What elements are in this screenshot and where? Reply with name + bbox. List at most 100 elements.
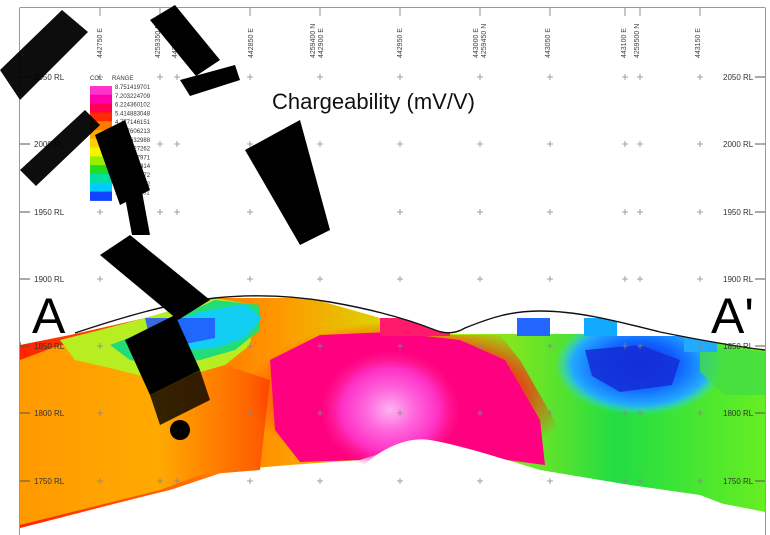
top-label: 4259400 N <box>310 24 317 58</box>
rl-label: 2000 RL <box>723 140 754 149</box>
grid-cross <box>637 343 643 349</box>
grid-cross <box>397 410 403 416</box>
grid-cross <box>174 74 180 80</box>
grid-cross <box>97 209 103 215</box>
grid-cross <box>622 74 628 80</box>
grid-cross <box>477 478 483 484</box>
grid-cross <box>622 478 628 484</box>
top-label: 4259350 N <box>155 24 162 58</box>
grid-cross <box>697 209 703 215</box>
top-label: 442950 E <box>397 28 404 58</box>
rl-label: 1950 RL <box>34 208 65 217</box>
grid-cross <box>697 74 703 80</box>
grid-cross <box>247 209 253 215</box>
grid-cross <box>174 209 180 215</box>
rl-labels-right: 2050 RL 2000 RL 1950 RL 1900 RL 1850 RL … <box>723 73 765 486</box>
grid-cross <box>697 141 703 147</box>
legend-swatch <box>90 94 112 105</box>
section-end-label: A' <box>711 288 754 344</box>
legend-header-col: COL <box>90 76 103 82</box>
rl-label: 1750 RL <box>723 477 754 486</box>
grid-cross <box>697 410 703 416</box>
rl-label: 1850 RL <box>34 342 65 351</box>
legend-swatch <box>90 191 112 201</box>
grid-cross <box>397 74 403 80</box>
grid-cross <box>247 276 253 282</box>
rl-label: 2050 RL <box>34 73 65 82</box>
legend-swatch <box>90 121 112 131</box>
top-label: 4259450 N <box>481 24 488 58</box>
grid-cross <box>247 343 253 349</box>
watermark <box>0 5 330 440</box>
grid-cross <box>317 478 323 484</box>
legend-value: 5.414883048 <box>115 111 151 117</box>
grid-cross <box>174 478 180 484</box>
top-label: 443000 E <box>473 28 480 58</box>
grid-cross <box>622 410 628 416</box>
grid-cross <box>157 478 163 484</box>
legend-swatch <box>90 182 112 193</box>
legend-swatch <box>90 174 112 184</box>
legend-swatch <box>90 86 112 96</box>
grid-cross <box>622 343 628 349</box>
grid-cross <box>637 478 643 484</box>
grid-cross <box>637 276 643 282</box>
grid-cross <box>477 410 483 416</box>
grid-cross <box>97 478 103 484</box>
chart-title: Chargeability (mV/V) <box>272 89 475 114</box>
grid-cross <box>622 276 628 282</box>
top-label: 443100 E <box>621 28 628 58</box>
grid-cross <box>547 209 553 215</box>
grid-cross <box>317 276 323 282</box>
grid-cross <box>637 209 643 215</box>
rl-label: 1800 RL <box>723 409 754 418</box>
grid-cross <box>622 141 628 147</box>
legend-swatch <box>90 112 112 122</box>
legend-swatch <box>90 165 112 175</box>
grid-cross <box>97 410 103 416</box>
grid-cross <box>477 74 483 80</box>
grid-cross <box>247 141 253 147</box>
top-ticks <box>99 8 701 16</box>
legend-value: 4.777146151 <box>115 120 151 126</box>
legend-swatch <box>90 147 112 157</box>
legend-value: 7.203224709 <box>115 94 151 100</box>
rl-label: 1900 RL <box>723 275 754 284</box>
grid-cross <box>477 276 483 282</box>
grid-cross <box>397 276 403 282</box>
grid-cross <box>547 141 553 147</box>
chargeability-model <box>20 8 765 535</box>
grid-cross <box>397 478 403 484</box>
grid-cross <box>477 141 483 147</box>
grid-cross <box>157 141 163 147</box>
grid-cross <box>157 209 163 215</box>
grid-cross <box>547 343 553 349</box>
topography-line <box>74 295 765 351</box>
grid-cross <box>697 343 703 349</box>
legend-swatch <box>90 156 112 166</box>
grid-cross <box>547 478 553 484</box>
top-coordinate-labels: 442750 E 4259350 N 442800 E 442850 E 425… <box>97 24 702 58</box>
grid-cross <box>547 410 553 416</box>
grid-cross <box>97 74 103 80</box>
section-start-label: A <box>32 288 66 344</box>
legend-value: 6.224360102 <box>115 103 151 109</box>
grid-cross <box>97 343 103 349</box>
grid-cross <box>317 74 323 80</box>
grid-cross <box>317 141 323 147</box>
grid-cross <box>97 276 103 282</box>
grid-cross <box>247 410 253 416</box>
top-label: 443050 E <box>545 28 552 58</box>
legend-swatch <box>90 103 112 113</box>
top-label: 443150 E <box>695 28 702 58</box>
top-label: 442900 E <box>318 28 325 58</box>
grid-cross <box>547 74 553 80</box>
grid-cross <box>247 478 253 484</box>
grid-cross <box>697 276 703 282</box>
rl-label: 2050 RL <box>723 73 754 82</box>
grid-cross <box>637 410 643 416</box>
grid-cross <box>247 74 253 80</box>
rl-label: 1950 RL <box>723 208 754 217</box>
grid-cross <box>397 141 403 147</box>
grid-cross <box>477 343 483 349</box>
